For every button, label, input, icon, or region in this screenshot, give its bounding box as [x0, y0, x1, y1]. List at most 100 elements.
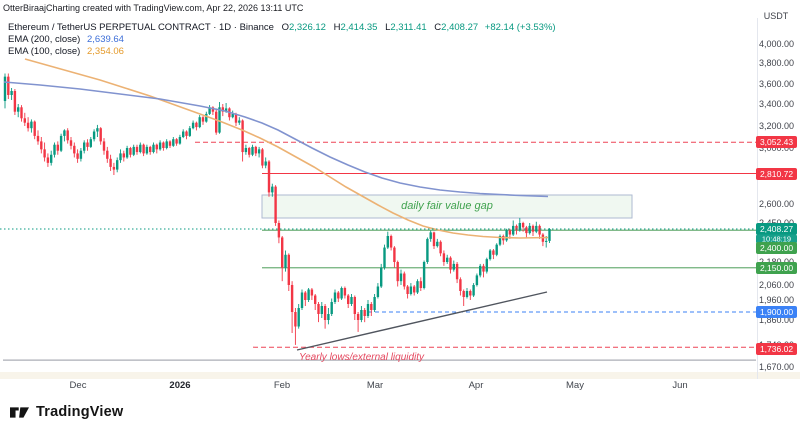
candle-body [472, 285, 475, 296]
fair-value-gap-box[interactable] [261, 194, 633, 219]
candle-body [386, 236, 389, 248]
candle-body [360, 310, 363, 320]
chart-legend[interactable]: Ethereum / TetherUS PERPETUAL CONTRACT ·… [8, 22, 556, 58]
candle-body [284, 254, 287, 268]
candle-body [162, 142, 165, 148]
symbol-title[interactable]: Ethereum / TetherUS PERPETUAL CONTRACT ·… [8, 22, 274, 33]
candle-body [290, 285, 294, 312]
price-badge-305243[interactable]: 3,052.43 [756, 136, 797, 148]
candle-body [343, 288, 347, 296]
symbol-row[interactable]: Ethereum / TetherUS PERPETUAL CONTRACT ·… [8, 22, 556, 34]
candle-body [36, 135, 40, 142]
candle-body [139, 144, 142, 153]
candle-body [116, 160, 119, 170]
candle-body [195, 122, 198, 128]
open-label: O [281, 22, 289, 33]
candle-body [165, 141, 168, 148]
candle-body [40, 141, 43, 150]
candle-body [347, 295, 350, 304]
high-label: H [333, 22, 341, 33]
price-tick-340000: 3,400.00 [758, 99, 794, 109]
candle-body [485, 259, 488, 272]
candle-body [46, 157, 50, 163]
ema100-label[interactable]: EMA (100, close) [8, 46, 81, 57]
price-badge-173602[interactable]: 1,736.02 [756, 343, 797, 355]
price-axis-separator [757, 18, 758, 379]
candle-body [201, 117, 205, 122]
candle-body [380, 267, 383, 287]
price-badge-215000[interactable]: 2,150.00 [756, 262, 797, 274]
candle-body [426, 238, 429, 262]
ema200-row[interactable]: EMA (200, close) 2,639.64 [8, 34, 556, 46]
candle-body [393, 247, 396, 262]
candle-body [383, 247, 386, 268]
candle-body [231, 113, 234, 118]
ema200-line [3, 81, 549, 198]
candle-body [432, 232, 436, 247]
low-label: L [385, 22, 391, 33]
price-badge-281072[interactable]: 2,810.72 [756, 168, 797, 180]
candle-body [376, 286, 380, 297]
time-label-mar: Mar [366, 380, 384, 391]
price-badge-104819[interactable]: 10:48:19 [756, 234, 797, 244]
candle-body [337, 292, 340, 299]
candle-body [396, 262, 399, 282]
candle-body [518, 223, 521, 231]
candle-body [7, 76, 10, 95]
candle-body [274, 186, 277, 223]
candle-body [413, 286, 416, 293]
candle-body [482, 265, 485, 272]
candle-body [69, 140, 73, 146]
candle-body [446, 257, 449, 262]
price-badge-190000[interactable]: 1,900.00 [756, 306, 797, 318]
candle-body [145, 146, 149, 154]
candle-body [257, 149, 261, 154]
open-value: 2,326.12 [288, 22, 326, 33]
candle-body [353, 297, 356, 314]
candle-body [244, 148, 248, 153]
fair-value-gap-label[interactable]: daily fair value gap [401, 200, 493, 212]
ema100-value: 2,354.06 [86, 46, 124, 57]
price-tick-260000: 2,600.00 [758, 199, 794, 209]
candle-body [149, 146, 152, 153]
candle-body [142, 144, 145, 154]
candle-body [356, 314, 360, 320]
candle-body [363, 310, 366, 316]
price-badge-240000[interactable]: 2,400.00 [756, 242, 797, 254]
candle-body [188, 128, 191, 136]
candle-body [370, 304, 373, 310]
candle-body [59, 135, 63, 151]
candle-body [498, 236, 502, 245]
candle-body [416, 281, 419, 293]
candle-body [521, 223, 525, 228]
candle-body [314, 295, 317, 304]
candle-body [109, 158, 112, 167]
candle-body [99, 128, 102, 142]
candle-body [277, 223, 281, 238]
yearly-lows-label[interactable]: Yearly lows/external liquidity [299, 352, 425, 363]
candle-body [389, 236, 393, 248]
ema100-row[interactable]: EMA (100, close) 2,354.06 [8, 46, 556, 58]
candle-body [528, 225, 531, 234]
candle-body [238, 120, 241, 123]
candle-body [307, 289, 310, 300]
price-tick-206000: 2,060.00 [758, 280, 794, 290]
candle-body [178, 137, 182, 144]
candle-body [158, 142, 162, 150]
close-value: 2,408.27 [441, 22, 479, 33]
ascending-trendline[interactable] [296, 291, 548, 351]
ema200-label[interactable]: EMA (200, close) [8, 34, 81, 45]
time-label-may: May [566, 380, 584, 391]
price-badge-240827[interactable]: 2,408.27 [756, 223, 797, 235]
tradingview-logo[interactable]: TradingView [10, 404, 123, 420]
candle-body [26, 122, 30, 129]
candle-body [241, 120, 244, 153]
price-axis-unit: USDT [763, 11, 789, 21]
candle-body [234, 113, 238, 123]
candle-body [30, 121, 33, 129]
tradingview-logo-text: TradingView [36, 404, 124, 420]
candle-body [224, 108, 228, 112]
candle-body [13, 91, 17, 112]
